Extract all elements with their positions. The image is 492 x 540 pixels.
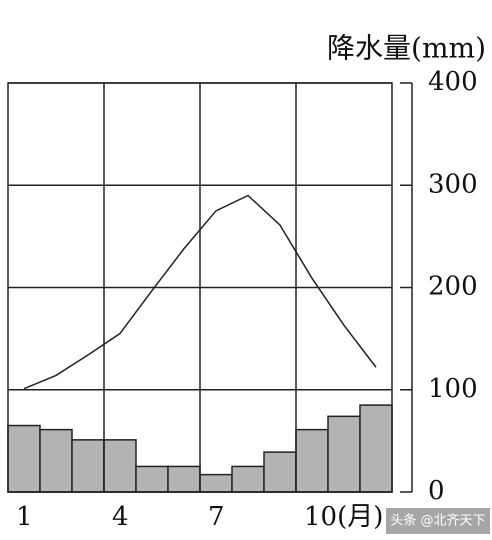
bar (231, 465, 265, 493)
bar (263, 451, 297, 493)
y-tick-label: 100 (428, 374, 478, 404)
y-tick-label: 300 (428, 169, 478, 199)
bar (7, 424, 41, 493)
x-tick-label: 10(月) (304, 502, 383, 532)
plot-frame (7, 82, 393, 493)
bar (199, 473, 233, 493)
y-tick-label: 400 (428, 67, 478, 97)
watermark-bg (386, 508, 490, 534)
x-tick-label: 1 (16, 502, 33, 532)
y-tick-label: 200 (428, 272, 478, 302)
bar (135, 465, 169, 493)
bar (39, 428, 73, 493)
bar (359, 404, 393, 493)
x-tick-label: 4 (112, 502, 129, 532)
x-tick-label: 7 (208, 502, 225, 532)
line (23, 194, 377, 390)
y-axis-label: 降水量(mm) (327, 32, 486, 65)
watermark: 头条 @北齐天下 (390, 513, 485, 529)
bar (71, 439, 105, 493)
bar (167, 465, 201, 493)
bar (327, 415, 361, 493)
y-tick-label: 0 (428, 476, 445, 506)
bar (103, 439, 137, 493)
bar (295, 428, 329, 493)
